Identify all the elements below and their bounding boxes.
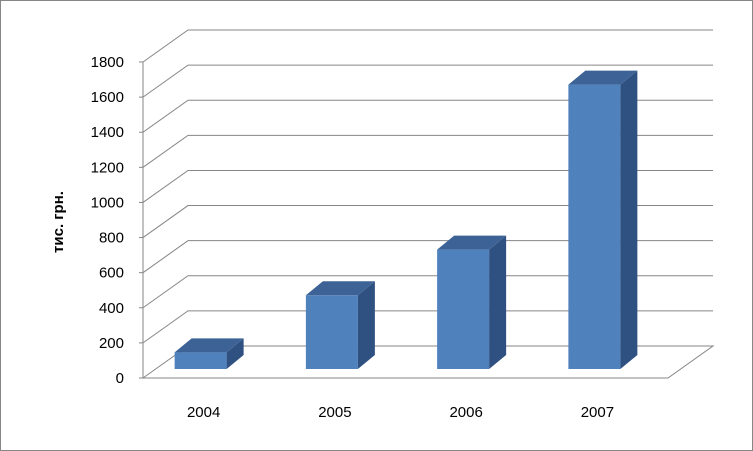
bars — [174, 70, 638, 369]
gridline — [142, 310, 713, 344]
bar-side — [357, 281, 375, 369]
gridline — [142, 99, 713, 133]
y-tick-label: 1000 — [91, 194, 124, 211]
y-tick-label: 1200 — [91, 159, 124, 176]
y-tick-label: 1800 — [91, 54, 124, 71]
y-tick-label: 200 — [99, 335, 124, 352]
x-tick-label: 2007 — [581, 404, 614, 421]
y-tick-label: 0 — [116, 370, 124, 387]
y-tick-label: 400 — [99, 300, 124, 317]
x-tick-label: 2006 — [449, 404, 482, 421]
gridline — [142, 240, 713, 274]
bar-front — [305, 295, 358, 369]
bar-side — [620, 70, 638, 369]
chart-walls — [141, 62, 715, 379]
gridline — [142, 169, 713, 203]
gridline — [142, 205, 713, 238]
gridline — [142, 134, 713, 168]
gridline — [142, 29, 713, 63]
bar-2005 — [305, 281, 375, 369]
y-tick-label: 1400 — [91, 124, 124, 141]
bar-2004 — [174, 338, 244, 369]
y-tick-label: 600 — [99, 265, 124, 282]
bar-top — [305, 281, 375, 296]
x-axis-ticks: 2004 2005 2006 2007 — [187, 404, 614, 421]
y-tick-label: 800 — [99, 230, 124, 247]
gridlines — [139, 29, 713, 379]
bar-2007 — [568, 70, 638, 369]
bar-front — [568, 84, 621, 369]
floor — [141, 345, 715, 379]
y-axis-ticks: 0 200 400 600 800 1000 1200 1400 1600 1800 — [91, 54, 124, 387]
gridline — [142, 275, 713, 309]
bar-top — [437, 235, 507, 250]
bar-side — [226, 338, 244, 369]
y-axis-title: тис. грн. — [50, 191, 67, 253]
x-tick-label: 2004 — [187, 404, 220, 421]
bar-front — [437, 249, 490, 369]
bar-2006 — [437, 235, 507, 369]
bar-top — [174, 338, 244, 353]
bar-side — [489, 235, 507, 369]
gridline — [142, 64, 713, 98]
y-tick-label: 1600 — [91, 89, 124, 106]
x-tick-label: 2005 — [318, 404, 351, 421]
bar-top — [568, 70, 638, 85]
bar-front — [174, 352, 227, 369]
